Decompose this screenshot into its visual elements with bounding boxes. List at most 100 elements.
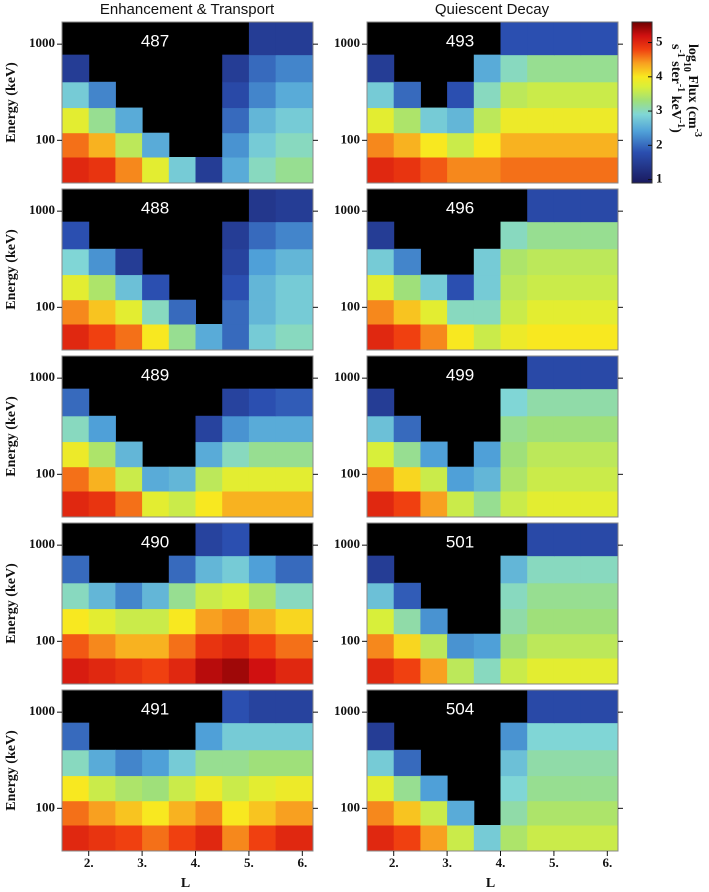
heatmap-cell xyxy=(275,582,314,610)
heatmap-cell xyxy=(527,466,555,492)
x-axis-label: L xyxy=(486,876,495,891)
heatmap-cell xyxy=(62,274,90,301)
heatmap-cell xyxy=(553,775,582,802)
colorbar-label-part: ) xyxy=(668,128,683,133)
heatmap-cell xyxy=(222,749,250,777)
heatmap-cell xyxy=(275,800,314,826)
heatmap-cell xyxy=(115,324,143,351)
heatmap-cell xyxy=(222,388,250,417)
heatmap-cell xyxy=(527,157,555,184)
heatmap-cell xyxy=(447,299,475,325)
heatmap xyxy=(62,189,314,351)
y-tick-label: 1000 xyxy=(334,536,360,551)
heatmap-cell xyxy=(248,22,277,56)
heatmap-cell xyxy=(275,749,314,777)
heatmap-cell xyxy=(115,299,143,325)
heatmap-cell xyxy=(88,299,116,325)
heatmap-cell xyxy=(527,221,555,250)
heatmap-cell xyxy=(527,555,555,584)
y-axis-label: Energy (keV) xyxy=(4,730,19,811)
heatmap-cell xyxy=(88,441,116,468)
heatmap-cell xyxy=(447,633,475,659)
heatmap-cell xyxy=(447,658,475,685)
heatmap-cell xyxy=(222,324,250,351)
heatmap-cell xyxy=(580,81,619,109)
heatmap-cell xyxy=(473,54,502,83)
heatmap-cell xyxy=(473,324,502,351)
heatmap-cell xyxy=(580,299,619,325)
y-tick-label: 100 xyxy=(341,131,361,146)
y-tick-label: 100 xyxy=(36,131,56,146)
heatmap-cell xyxy=(580,749,619,777)
heatmap-cell xyxy=(367,466,395,492)
heatmap-cell xyxy=(580,523,619,557)
heatmap-cell xyxy=(367,722,395,751)
colorbar-label-part: -1 xyxy=(675,84,686,92)
heatmap-cell xyxy=(275,775,314,802)
y-axis-label: Energy (keV) xyxy=(4,62,19,143)
heatmap-cell xyxy=(447,825,475,852)
heatmap-cell xyxy=(500,491,528,518)
heatmap xyxy=(62,388,314,518)
heatmap-cell xyxy=(222,107,250,134)
heatmap-cell xyxy=(447,107,475,134)
heatmap-cell xyxy=(115,107,143,134)
heatmap-cell xyxy=(88,749,116,777)
x-axis-label: L xyxy=(181,876,190,891)
heatmap-cell xyxy=(527,491,555,518)
heatmap-cell xyxy=(195,415,223,443)
heatmap-cell xyxy=(420,775,448,802)
heatmap-cell xyxy=(115,775,143,802)
heatmap-cell xyxy=(527,749,555,777)
heatmap-cell xyxy=(142,274,170,301)
heatmap-cell xyxy=(115,491,143,518)
x-tick-label: 4. xyxy=(496,855,506,870)
heatmap-cell xyxy=(88,132,116,158)
heatmap-cell xyxy=(527,274,555,301)
heatmap-cell xyxy=(88,274,116,301)
heatmap-cell xyxy=(527,722,555,751)
heatmap-cell xyxy=(527,22,555,56)
heatmap-cell xyxy=(580,248,619,276)
heatmap-cell xyxy=(195,775,223,802)
heatmap-cell xyxy=(275,221,314,250)
heatmap-cell xyxy=(275,466,314,492)
heatmap-cell xyxy=(168,633,197,659)
heatmap-cell xyxy=(580,324,619,351)
heatmap-cell xyxy=(420,157,448,184)
heatmap-cell xyxy=(500,722,528,751)
heatmap-cell xyxy=(275,388,314,417)
heatmap-cell xyxy=(248,633,277,659)
heatmap-cell xyxy=(367,582,395,610)
heatmap-cell xyxy=(393,157,421,184)
heatmap-cell xyxy=(500,555,528,584)
colorbar-tick-label: 1 xyxy=(656,171,663,186)
heatmap-cell xyxy=(553,388,582,417)
panel-frame xyxy=(366,522,619,685)
heatmap-cell xyxy=(222,248,250,276)
colorbar-label-part: s xyxy=(668,44,683,50)
heatmap-cell xyxy=(275,299,314,325)
heatmap-cell xyxy=(500,441,528,468)
heatmap-cell xyxy=(553,441,582,468)
heatmap-cell xyxy=(195,825,223,852)
heatmap-cell xyxy=(62,658,90,685)
heatmap-cell xyxy=(500,608,528,635)
heatmap-cell xyxy=(580,555,619,584)
y-tick-label: 100 xyxy=(36,298,56,313)
heatmap-cell xyxy=(393,775,421,802)
y-axis-label: Energy (keV) xyxy=(4,229,19,310)
heatmap-cell xyxy=(473,633,502,659)
heatmap-cell xyxy=(367,775,395,802)
heatmap-cell xyxy=(447,800,475,826)
x-tick-label: 3. xyxy=(442,855,452,870)
heatmap-cell xyxy=(553,22,582,56)
heatmap-cell xyxy=(248,107,277,134)
heatmap-cell xyxy=(62,388,90,417)
y-tick-label: 1000 xyxy=(29,536,55,551)
heatmap-cell xyxy=(88,633,116,659)
heatmap-cell xyxy=(527,523,555,557)
heatmap-cell xyxy=(580,54,619,83)
heatmap-cell xyxy=(527,388,555,417)
heatmap-cell xyxy=(142,157,170,184)
